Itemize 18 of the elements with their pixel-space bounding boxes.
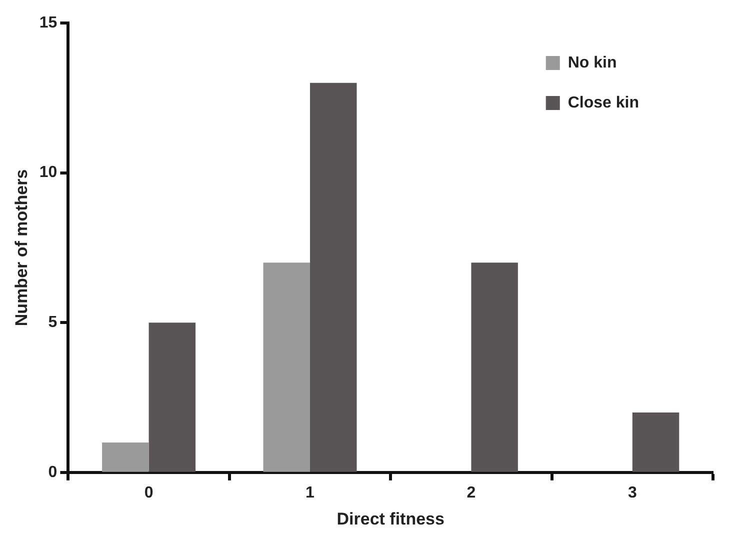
bar xyxy=(632,412,680,472)
legend-label: No kin xyxy=(568,54,617,72)
bar xyxy=(310,82,357,472)
x-tick-label: 0 xyxy=(144,484,154,502)
bar xyxy=(263,262,310,472)
y-tick-label: 15 xyxy=(39,14,58,32)
y-tick-label: 10 xyxy=(39,164,58,182)
x-axis-title: Direct fitness xyxy=(336,509,444,528)
y-axis-title: Number of mothers xyxy=(12,169,31,326)
x-tick-label: 1 xyxy=(306,484,315,502)
bar xyxy=(471,262,518,472)
x-tick-label: 2 xyxy=(466,484,476,502)
bar xyxy=(148,322,196,472)
bar xyxy=(102,442,149,472)
y-tick-label: 5 xyxy=(48,314,58,332)
y-tick-label: 0 xyxy=(48,464,58,481)
legend-label: Close kin xyxy=(568,94,640,112)
x-tick-label: 3 xyxy=(628,484,637,502)
